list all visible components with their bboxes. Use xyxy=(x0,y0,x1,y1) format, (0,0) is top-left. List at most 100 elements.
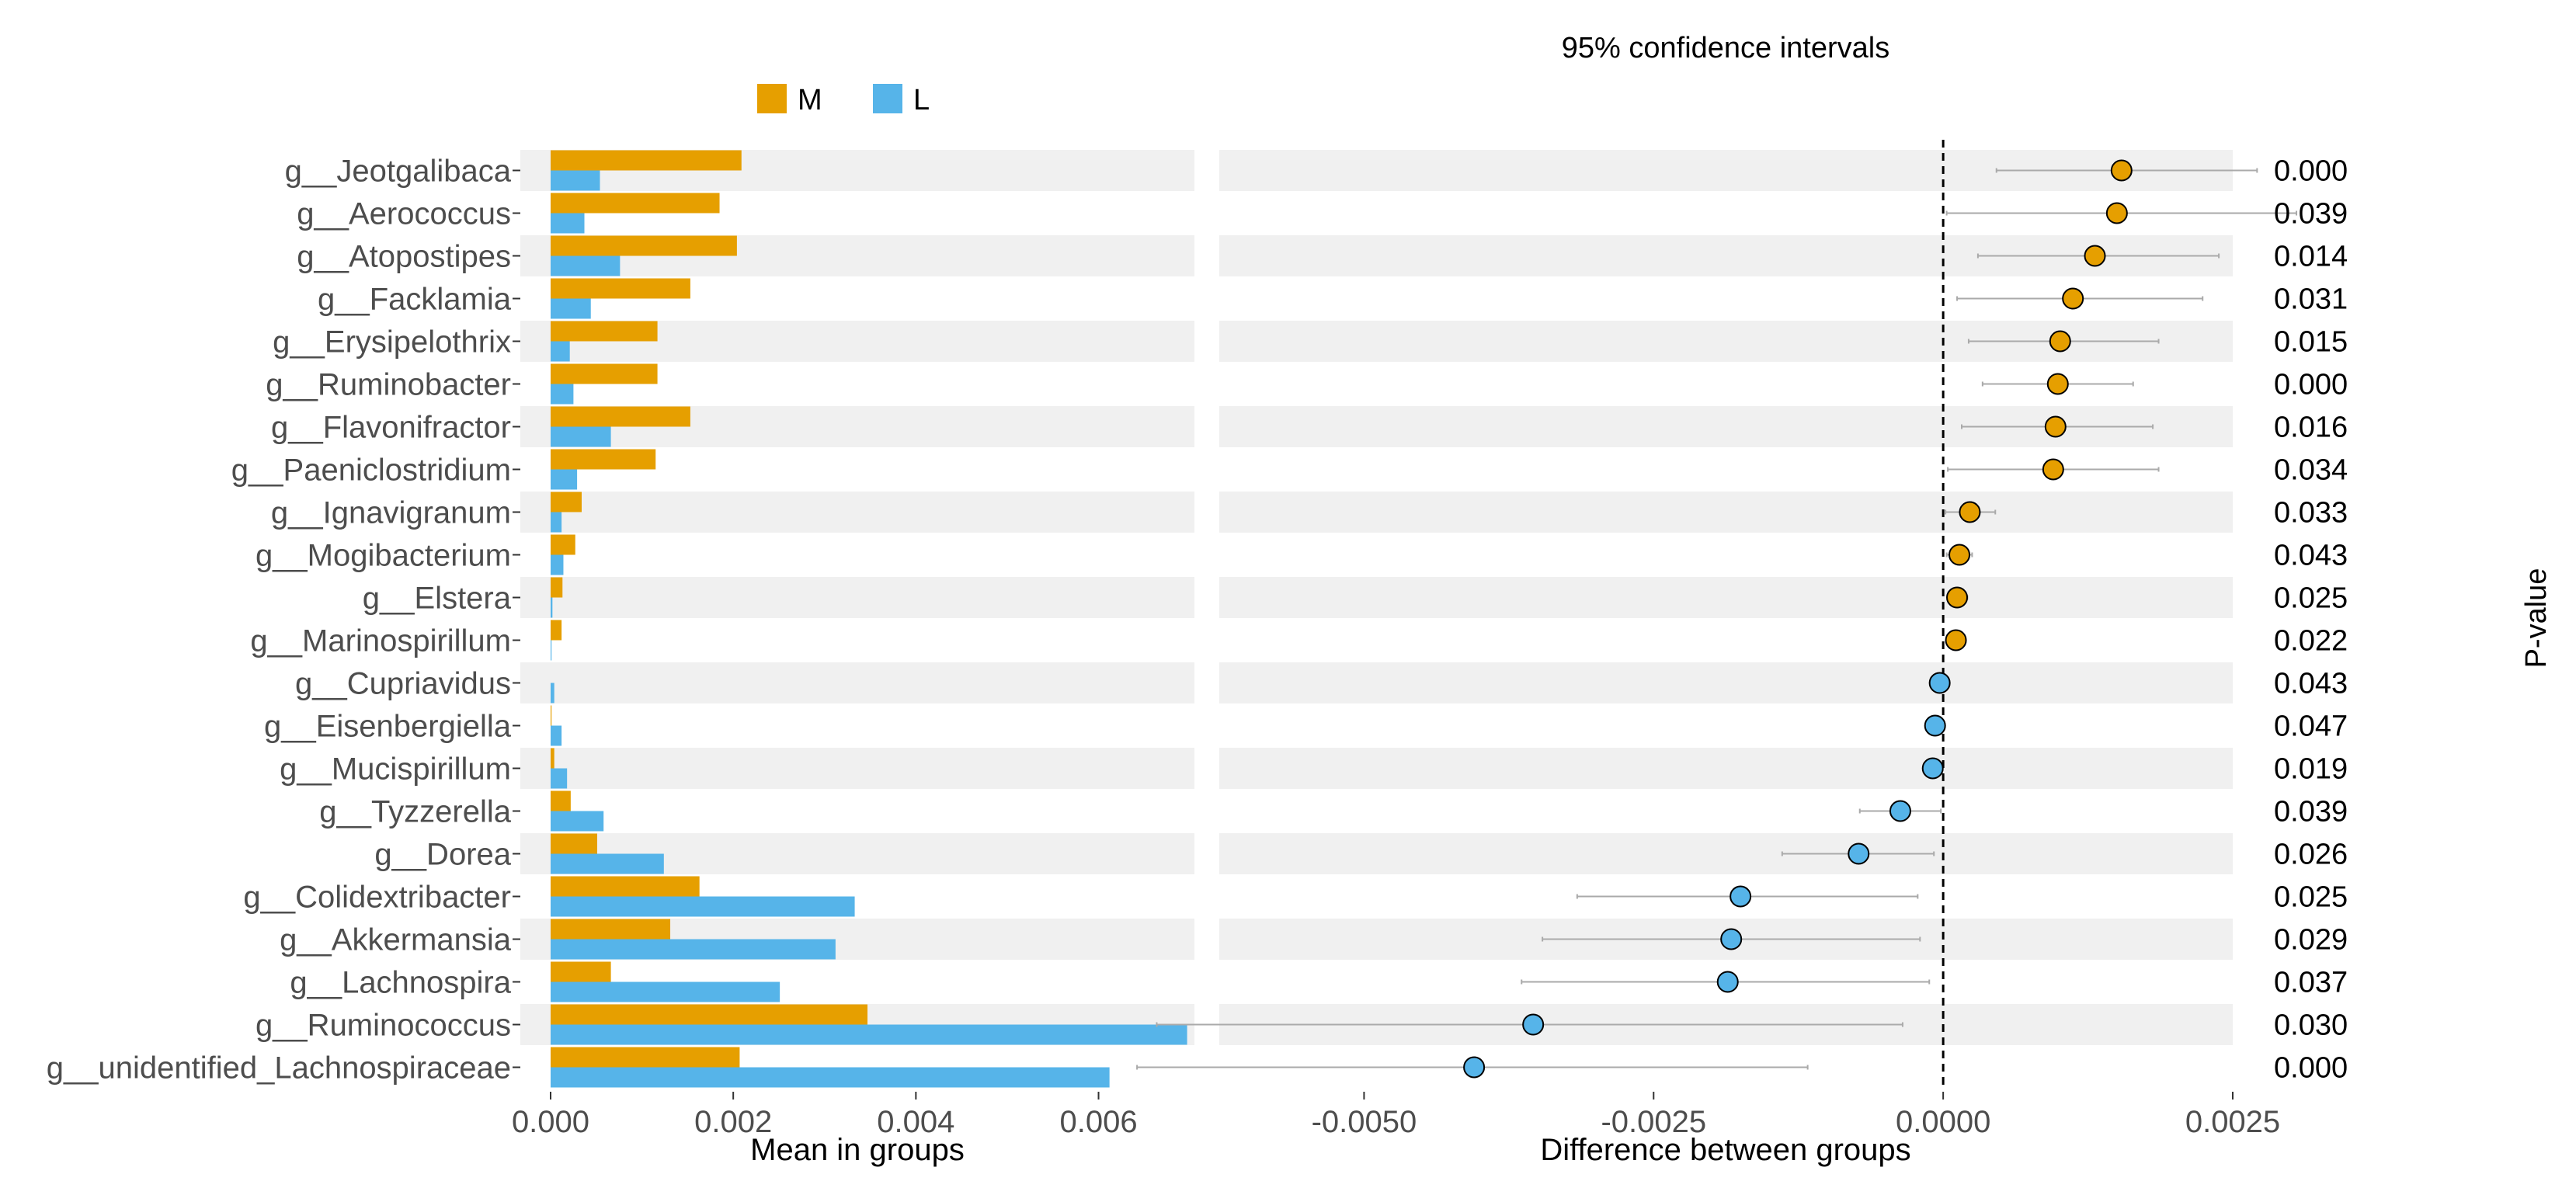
bar-l xyxy=(551,597,553,618)
p-value-label: 0.014 xyxy=(2274,241,2348,273)
ci-point xyxy=(1946,586,1969,609)
ci-x-tick-label: -0.0025 xyxy=(1601,1105,1706,1139)
ci-row-stripe xyxy=(1219,662,2233,703)
category-label: g__Facklamia xyxy=(318,283,512,317)
p-value-label: 0.033 xyxy=(2274,497,2348,530)
bar-m xyxy=(551,492,582,512)
category-label: g__Jeotgalibaca xyxy=(285,155,512,189)
p-value-label: 0.025 xyxy=(2274,881,2348,914)
category-label: g__Ignavigranum xyxy=(271,496,511,530)
bar-m xyxy=(551,150,742,171)
bar-l xyxy=(551,725,562,746)
ci-point xyxy=(2110,159,2133,182)
legend-label-l: L xyxy=(913,84,930,116)
category-label: g__Ruminobacter xyxy=(266,368,511,402)
p-value-label: 0.043 xyxy=(2274,540,2348,572)
ci-chart-title: 95% confidence intervals xyxy=(1562,32,1889,64)
bar-m xyxy=(551,876,700,897)
ci-point xyxy=(1730,885,1752,908)
category-label: g__Erysipelothrix xyxy=(273,325,511,360)
ci-x-tick-label: -0.0050 xyxy=(1312,1105,1417,1139)
bar-l xyxy=(551,896,855,917)
bar-row-stripe xyxy=(520,492,1194,533)
bar-m xyxy=(551,193,720,214)
p-value-label: 0.016 xyxy=(2274,412,2348,444)
bar-l xyxy=(551,981,780,1002)
ci-row-stripe xyxy=(1219,577,2233,618)
p-value-label: 0.034 xyxy=(2274,454,2348,487)
ci-marks xyxy=(1136,140,2298,1089)
p-value-label: 0.000 xyxy=(2274,1052,2348,1085)
ci-point xyxy=(2084,245,2106,267)
bar-m xyxy=(551,278,690,299)
category-label: g__Dorea xyxy=(374,838,511,872)
bar-l xyxy=(551,512,562,533)
ci-point xyxy=(1928,672,1951,694)
ci-x-tick-label: 0.0025 xyxy=(2185,1105,2280,1139)
bar-marks xyxy=(513,150,1187,1088)
legend-swatch-m xyxy=(757,84,787,113)
bar-m xyxy=(551,363,658,384)
bar-x-axis-label: Mean in groups xyxy=(750,1133,965,1167)
category-label: g__Elstera xyxy=(363,582,512,616)
category-label: g__Flavonifractor xyxy=(271,411,511,445)
ci-point xyxy=(2044,415,2067,438)
axis-ticks: 0.000 0.002 0.004 0.006 -0.0050 -0.0025 0.0000… xyxy=(512,1092,2280,1139)
ci-point xyxy=(1921,757,1944,780)
bar-l xyxy=(551,768,568,789)
p-value-labels: 0.000 0.039 0.014 0.031 0.015 0.000 0.016 0.034… xyxy=(2274,155,2348,1085)
p-value-label: 0.039 xyxy=(2274,198,2348,231)
category-label: g__Mucispirillum xyxy=(280,752,511,787)
category-label: g__Atopostipes xyxy=(297,240,511,274)
bar-m xyxy=(551,1004,868,1025)
category-label: g__Eisenbergiella xyxy=(264,710,512,744)
bar-l xyxy=(551,939,836,960)
bar-row-stripe xyxy=(520,662,1194,703)
p-value-label: 0.031 xyxy=(2274,283,2348,316)
bar-m xyxy=(551,406,690,427)
bar-l xyxy=(551,384,574,405)
bar-x-tick-label: 0.002 xyxy=(694,1105,772,1139)
bar-l xyxy=(551,1024,1187,1045)
ci-point xyxy=(1889,800,1911,822)
ci-point xyxy=(1949,544,1971,566)
ci-point xyxy=(2046,373,2069,395)
ci-x-axis-label: Difference between groups xyxy=(1540,1133,1910,1167)
legend-swatch-l xyxy=(873,84,902,113)
ci-point xyxy=(1924,714,1946,737)
p-value-label: 0.026 xyxy=(2274,839,2348,871)
bar-l xyxy=(551,341,570,362)
p-value-label: 0.000 xyxy=(2274,155,2348,188)
category-label: g__Cupriavidus xyxy=(295,667,511,701)
bar-l xyxy=(551,469,578,490)
p-value-label: 0.029 xyxy=(2274,924,2348,957)
category-label: g__Paeniclostridium xyxy=(231,453,511,488)
ci-point xyxy=(1945,629,1967,651)
ci-row-stripe xyxy=(1219,492,2233,533)
bar-m xyxy=(551,449,656,470)
bar-l xyxy=(551,683,554,703)
ci-point xyxy=(2042,458,2064,481)
bar-row-stripe xyxy=(520,748,1194,789)
category-label: g__Ruminococcus xyxy=(256,1009,511,1043)
ci-point xyxy=(1848,842,1870,865)
bar-x-tick-label: 0.000 xyxy=(512,1105,589,1139)
ci-point xyxy=(1522,1013,1545,1036)
ci-row-stripe xyxy=(1219,748,2233,789)
bar-m xyxy=(551,919,671,940)
p-value-label: 0.019 xyxy=(2274,753,2348,786)
category-label: g__Marinospirillum xyxy=(250,624,511,658)
bar-m xyxy=(551,235,737,256)
category-label: g__Aerococcus xyxy=(297,197,511,231)
p-value-label: 0.047 xyxy=(2274,710,2348,743)
bar-l xyxy=(551,853,664,874)
p-value-axis-label: P-value xyxy=(2520,568,2553,669)
bar-l xyxy=(551,1067,1110,1088)
bar-m xyxy=(551,748,554,769)
category-labels: g__Jeotgalibaca g__Aerococcus g__Atopostip… xyxy=(47,155,512,1086)
legend-label-m: M xyxy=(798,84,822,116)
bar-l xyxy=(551,255,621,276)
p-value-label: 0.025 xyxy=(2274,582,2348,615)
category-label: g__Mogibacterium xyxy=(256,539,511,573)
